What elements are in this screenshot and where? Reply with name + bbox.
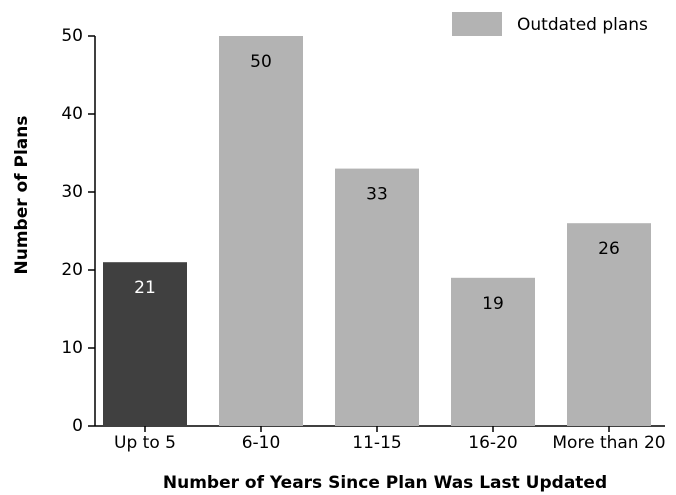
value-label: 21 [134,278,156,298]
x-tick-label: 11-15 [352,433,401,453]
legend-swatch [452,12,502,36]
bar [567,223,651,426]
y-axis-label: Number of Plans [12,115,32,274]
bar [335,168,419,426]
y-tick-label: 40 [61,104,83,124]
value-label: 50 [250,52,272,72]
value-label: 26 [598,239,620,259]
y-tick-label: 20 [61,260,83,280]
y-tick-label: 0 [72,416,83,436]
x-tick-label: More than 20 [552,433,665,453]
value-label: 19 [482,294,504,314]
y-tick-label: 30 [61,182,83,202]
legend-label: Outdated plans [517,15,648,35]
x-tick-label: Up to 5 [114,433,176,453]
y-tick-label: 10 [61,338,83,358]
x-tick-label: 6-10 [242,433,281,453]
bar [451,277,535,426]
y-tick-label: 50 [61,26,83,46]
bar [103,262,187,426]
x-axis-label: Number of Years Since Plan Was Last Upda… [163,473,607,493]
value-label: 33 [366,185,388,205]
bar [219,36,303,426]
x-tick-label: 16-20 [468,433,517,453]
